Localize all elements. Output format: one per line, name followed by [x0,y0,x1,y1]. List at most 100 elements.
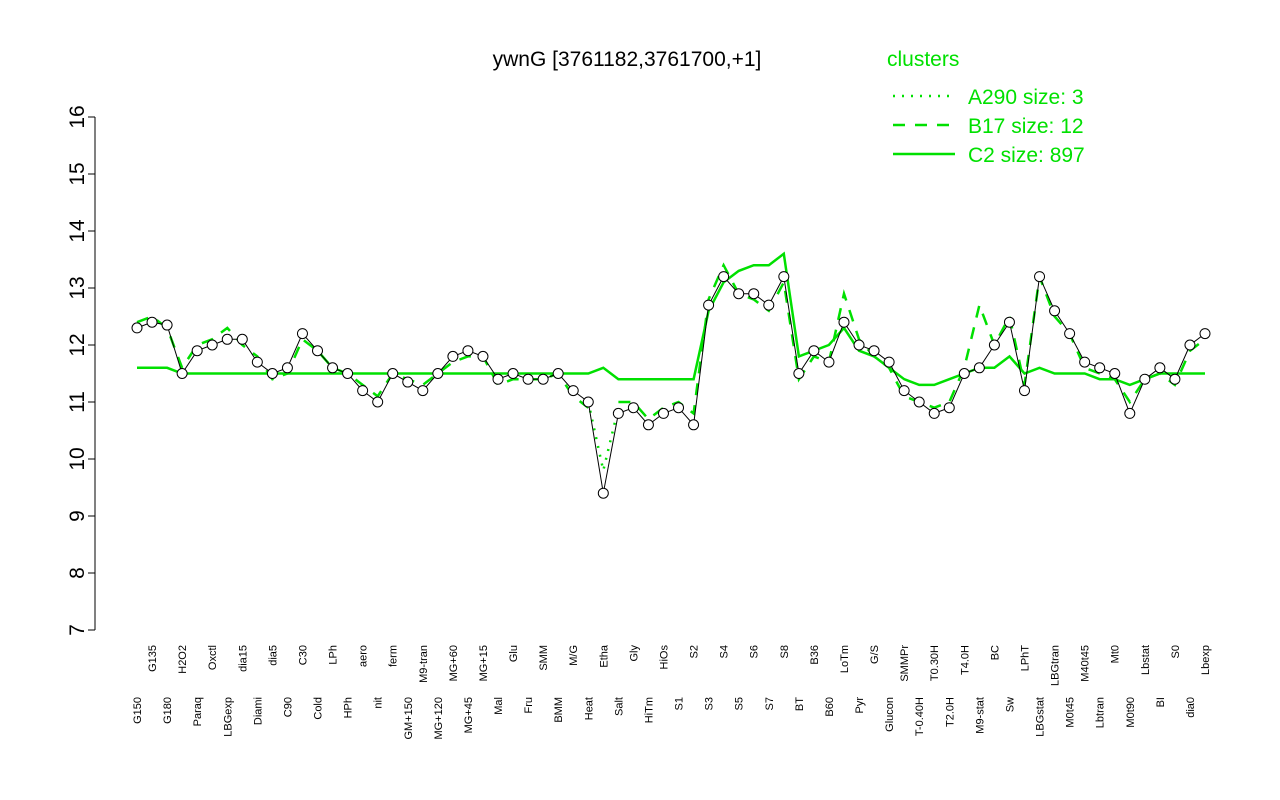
data-point [838,316,850,328]
data-point [958,368,970,379]
data-point [372,396,384,408]
x-tick-label: MG+60 [448,645,460,681]
x-tick-label: Heat [583,697,595,720]
x-tick-label: S5 [734,697,746,710]
x-tick-label: M9-tran [418,645,430,683]
data-point [176,368,188,379]
x-tick-label: Lbstat [1140,645,1152,675]
data-point [988,339,1000,351]
x-tick-label: M9-stat [974,697,986,734]
x-tick-label: C90 [282,697,294,717]
legend: clusters A290 size: 3 B17 size: 12 C2 size… [887,48,1085,167]
data-point [251,356,263,368]
data-point [417,385,429,397]
data-point [898,385,910,397]
y-tick-label: 14 [66,219,89,243]
x-tick-label: Glucon [884,697,896,732]
x-tick-label: Pyr [854,697,866,714]
x-tick-label: T4.0H [959,645,971,675]
data-point [507,368,519,379]
x-tick-label: aero [358,645,370,667]
data-point [447,350,459,362]
x-tick-label: Cold [313,697,325,720]
data-point [928,407,940,419]
x-tick-label: S2 [689,645,701,658]
data-point [1079,356,1091,368]
y-tick-label: 10 [66,447,89,470]
legend-label: C2 size: 897 [968,144,1085,167]
data-point [943,402,955,414]
data-point [853,339,865,351]
data-point [1169,373,1181,385]
data-point [688,419,700,431]
x-tick-label: G/S [869,645,881,664]
y-tick-label: 9 [66,510,89,522]
data-point [552,368,564,379]
data-point [1094,362,1106,374]
x-tick-label: S8 [779,645,791,658]
x-tick-label: Oxctl [207,645,219,670]
data-point [522,373,534,385]
data-point [1018,385,1030,397]
x-tick-label: Diami [252,697,264,725]
x-tick-label: GM+150 [403,697,415,740]
x-tick-label: MG+45 [463,697,475,733]
data-point [868,345,880,357]
x-tick-label: Sw [1004,697,1016,712]
data-point [402,376,414,388]
x-tick-label: Salt [613,697,625,716]
data-point [567,385,579,397]
x-tick-label: BI [1155,697,1167,707]
data-point [357,385,369,397]
x-tick-label: T0.30H [929,645,941,681]
x-tick-label: ferm [388,645,400,667]
x-tick-label: HiTm [643,697,655,723]
x-tick-label: H2O2 [177,645,189,674]
x-tick-label: nit [373,697,385,709]
x-tick-label: S1 [674,697,686,710]
y-tick-label: 13 [66,276,89,299]
y-tick-label: 8 [66,567,89,579]
data-point [1003,316,1015,328]
data-point [1199,328,1211,340]
data-point [673,402,685,414]
x-tick-label: HPh [343,697,355,718]
x-tick-label: LBGtran [1050,645,1062,686]
x-tick-label: MG+120 [433,697,445,740]
x-tick-label: Lbexp [1200,645,1212,675]
data-point [1124,407,1136,419]
x-tick-label: Etha [598,644,610,668]
data-point [146,316,158,328]
data-point [1154,362,1166,374]
x-tick-label: S3 [704,697,716,710]
chart-title: ywnG [3761182,3761700,+1] [493,48,762,71]
data-point [327,362,339,374]
data-point [612,407,624,419]
data-point [973,362,985,374]
data-point [597,487,609,499]
x-tick-label: T-0.40H [914,697,926,736]
data-point [342,368,354,379]
data-point [582,396,594,408]
data-point [627,402,639,414]
x-tick-label: Mal [493,697,505,715]
x-tick-label: LPh [328,645,340,665]
x-tick-label: Lbtran [1095,697,1107,728]
data-point [191,345,203,357]
x-tick-label: S0 [1170,645,1182,658]
x-tick-label: MG+15 [478,645,490,681]
data-point [718,271,730,283]
x-tick-label: M/G [568,645,580,666]
y-tick-label: 15 [66,162,89,185]
data-point [477,350,489,362]
x-tick-label: G135 [147,645,159,672]
data-point [793,368,805,379]
legend-title: clusters [887,48,959,71]
x-tick-label: SMM [538,645,550,671]
x-tick-label: dia15 [237,645,249,672]
x-tick-label: Gly [628,645,640,662]
data-point [161,319,173,331]
x-tick-label: HiOs [658,645,670,670]
x-tick-label: LoTm [839,645,851,673]
legend-label: A290 size: 3 [968,86,1084,109]
